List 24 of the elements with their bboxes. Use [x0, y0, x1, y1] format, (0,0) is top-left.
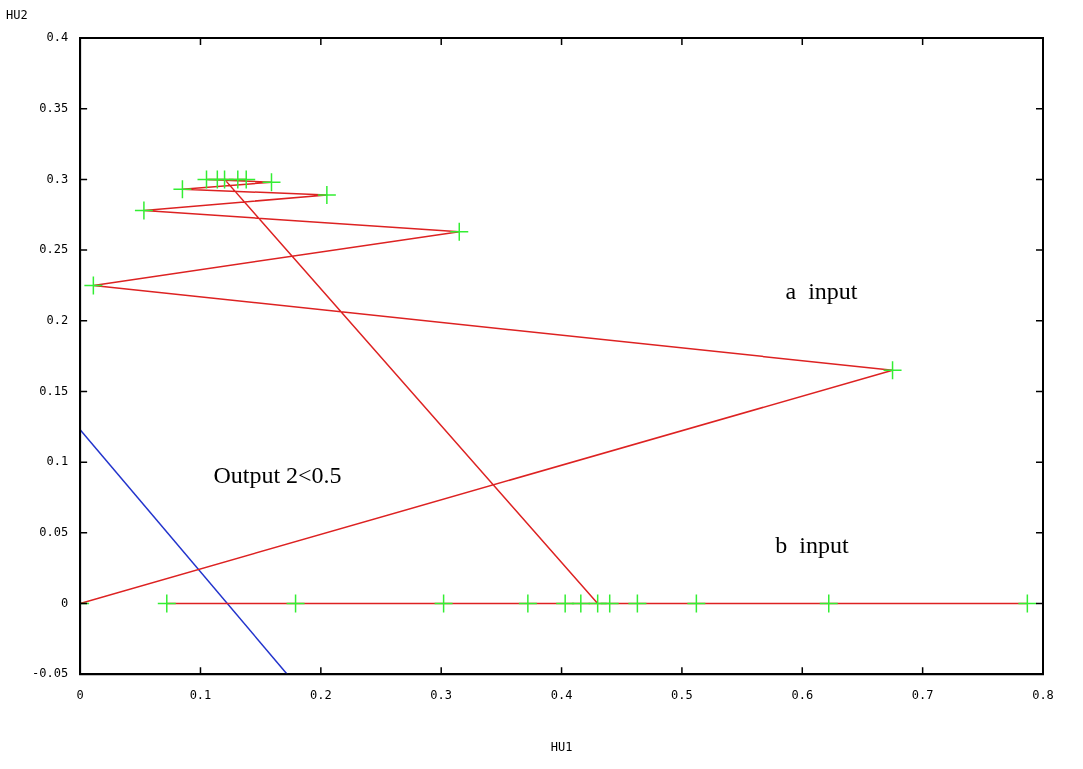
x-tick-label: 0.7 [911, 687, 934, 702]
x-tick-label: 0.8 [1032, 687, 1054, 702]
x-tick-label: 0.4 [550, 687, 573, 702]
y-tick-label: 0 [60, 595, 69, 610]
y-tick-label: -0.05 [32, 666, 69, 681]
y-tick-label: 0.3 [46, 171, 69, 186]
x-axis-title: HU1 [550, 739, 573, 754]
annotation: a input [785, 277, 858, 304]
x-tick-label: 0.1 [189, 687, 212, 702]
x-tick-label: 0.5 [671, 687, 693, 702]
x-tick-label: 0 [76, 687, 84, 702]
x-tick-label: 0.3 [430, 687, 453, 702]
annotation: Output 2<0.5 [213, 462, 342, 489]
y-tick-label: 0.25 [39, 242, 69, 257]
annotation: b input [775, 532, 849, 559]
x-tick-label: 0.2 [310, 687, 332, 702]
y-axis-title: HU2 [6, 8, 28, 22]
y-tick-label: 0.1 [46, 454, 69, 469]
y-tick-label: 0.35 [39, 100, 69, 115]
y-tick-label: 0.2 [46, 312, 69, 327]
x-tick-label: 0.6 [791, 687, 814, 702]
y-tick-label: 0.4 [46, 30, 69, 45]
y-tick-label: 0.15 [39, 383, 69, 398]
y-tick-label: 0.05 [39, 524, 69, 539]
